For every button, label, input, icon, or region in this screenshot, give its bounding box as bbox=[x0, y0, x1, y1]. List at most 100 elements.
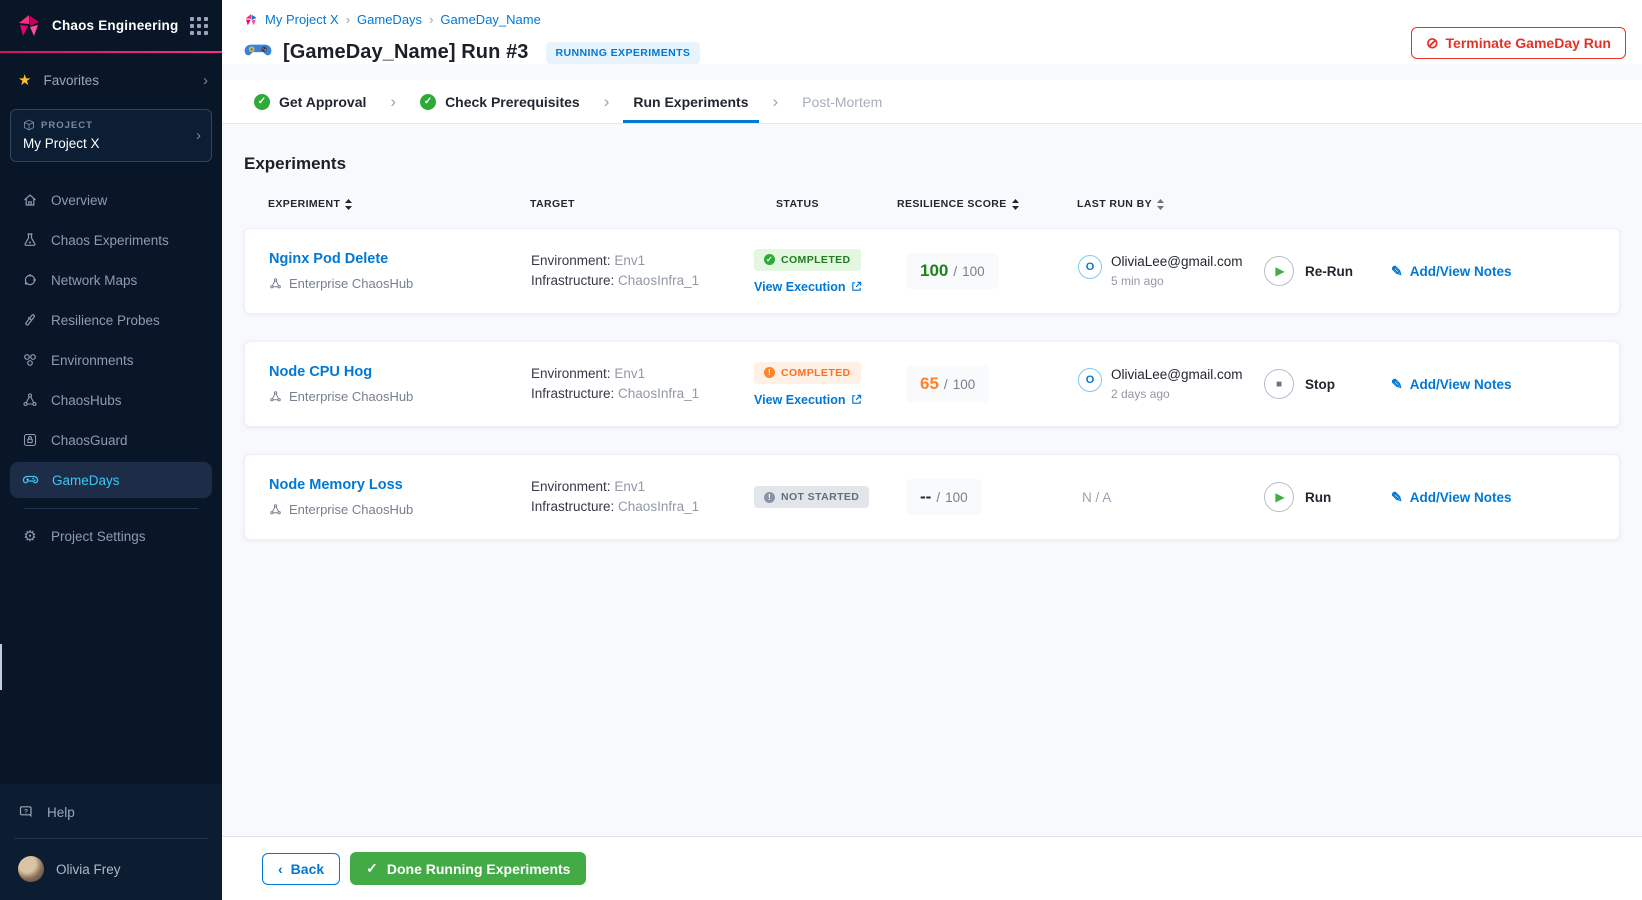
step-get-approval[interactable]: ✓ Get Approval bbox=[244, 80, 376, 123]
target-cell: Environment: Env1 Infrastructure: ChaosI… bbox=[531, 253, 700, 288]
sort-icon bbox=[345, 198, 353, 210]
divider bbox=[24, 508, 198, 509]
section-title: Experiments bbox=[244, 154, 347, 173]
module-grid-icon[interactable] bbox=[190, 17, 208, 35]
main-area: My Project X › GameDays › GameDay_Name [… bbox=[222, 0, 1642, 900]
breadcrumb-gamedays[interactable]: GameDays bbox=[357, 12, 423, 27]
step-check-prerequisites[interactable]: ✓ Check Prerequisites bbox=[410, 80, 590, 123]
target-cell: Environment: Env1 Infrastructure: ChaosI… bbox=[531, 366, 700, 401]
rerun-button[interactable]: ▶ bbox=[1264, 256, 1294, 286]
user-initial-avatar: O bbox=[1078, 368, 1102, 392]
project-name: My Project X bbox=[23, 136, 100, 151]
chevron-right-icon: › bbox=[203, 71, 208, 89]
project-selector[interactable]: PROJECT My Project X › bbox=[10, 109, 212, 162]
svg-text:?: ? bbox=[24, 809, 28, 816]
hub-icon bbox=[270, 504, 281, 515]
breadcrumb-gameday-name[interactable]: GameDay_Name bbox=[440, 12, 541, 27]
star-icon: ★ bbox=[18, 72, 32, 89]
view-execution-link[interactable]: View Execution bbox=[754, 393, 862, 407]
sort-icon bbox=[1011, 198, 1019, 210]
col-resilience-score[interactable]: RESILIENCE SCORE bbox=[897, 198, 1077, 210]
external-link-icon bbox=[852, 394, 862, 404]
table-row[interactable]: Node CPU Hog Enterprise ChaosHub Environ… bbox=[244, 341, 1620, 427]
sidebar-item-help[interactable]: ? Help bbox=[0, 794, 222, 830]
experiment-link[interactable]: Node Memory Loss bbox=[269, 477, 403, 493]
project-label-row: PROJECT bbox=[23, 119, 196, 131]
experiment-link[interactable]: Nginx Pod Delete bbox=[269, 251, 389, 267]
flask-icon bbox=[24, 233, 36, 246]
user-name: Olivia Frey bbox=[56, 861, 121, 877]
action-label: Stop bbox=[1305, 376, 1335, 392]
sidebar-item-network-maps[interactable]: Network Maps bbox=[10, 262, 212, 298]
sidebar-item-favorites[interactable]: ★ Favorites › bbox=[0, 53, 222, 95]
pencil-icon: ✎ bbox=[1391, 488, 1403, 505]
help-chat-icon: ? bbox=[19, 806, 32, 818]
sidebar-item-resilience-probes[interactable]: Resilience Probes bbox=[10, 302, 212, 338]
experiment-link[interactable]: Node CPU Hog bbox=[269, 364, 373, 380]
sidebar-item-chaosguard[interactable]: ChaosGuard bbox=[10, 422, 212, 458]
app-logo-row: Chaos Engineering bbox=[0, 0, 222, 51]
add-view-notes-link[interactable]: ✎ Add/View Notes bbox=[1391, 488, 1512, 505]
sidebar-collapse-handle[interactable]: ◀ bbox=[0, 644, 2, 690]
status-badge: ✓ COMPLETED bbox=[754, 248, 861, 271]
lock-icon bbox=[23, 433, 37, 447]
run-button[interactable]: ▶ bbox=[1264, 482, 1294, 512]
hub-icon bbox=[270, 391, 281, 402]
score-cell: -- / 100 bbox=[898, 479, 1078, 515]
score-total: 100 bbox=[952, 377, 976, 392]
run-by-email: OliviaLee@gmail.com bbox=[1111, 367, 1243, 382]
table-row[interactable]: Node Memory Loss Enterprise ChaosHub Env… bbox=[244, 454, 1620, 540]
terminate-gameday-button[interactable]: ⊘ Terminate GameDay Run bbox=[1410, 27, 1626, 59]
score-total: 100 bbox=[962, 264, 985, 279]
view-execution-link[interactable]: View Execution bbox=[754, 280, 862, 294]
action-label: Re-Run bbox=[1305, 263, 1353, 279]
col-last-run-by[interactable]: LAST RUN BY bbox=[1077, 198, 1255, 210]
project-label: PROJECT bbox=[41, 119, 93, 131]
col-experiment[interactable]: EXPERIMENT bbox=[268, 198, 530, 210]
chevron-right-icon: › bbox=[429, 12, 434, 27]
add-view-notes-link[interactable]: ✎ Add/View Notes bbox=[1391, 375, 1512, 392]
last-run-by-cell: O OliviaLee@gmail.com 2 days ago bbox=[1078, 367, 1256, 401]
exclamation-icon: ! bbox=[764, 491, 775, 503]
sidebar-item-overview[interactable]: Overview bbox=[10, 182, 212, 218]
cube-icon bbox=[24, 119, 34, 131]
score-value: 100 bbox=[920, 261, 949, 280]
table-row[interactable]: Nginx Pod Delete Enterprise ChaosHub Env… bbox=[244, 228, 1620, 314]
step-post-mortem[interactable]: Post-Mortem bbox=[802, 93, 883, 110]
step-run-experiments[interactable]: Run Experiments bbox=[623, 80, 759, 123]
sidebar-item-environments[interactable]: Environments bbox=[10, 342, 212, 378]
run-by-email: OliviaLee@gmail.com bbox=[1111, 254, 1243, 269]
environments-icon bbox=[24, 354, 36, 366]
chevron-right-icon: › bbox=[603, 91, 610, 111]
user-profile[interactable]: Olivia Frey bbox=[0, 847, 222, 886]
pencil-icon: ✎ bbox=[1391, 262, 1403, 279]
done-running-experiments-button[interactable]: ✓ Done Running Experiments bbox=[350, 852, 587, 885]
stop-button[interactable]: ■ bbox=[1264, 369, 1294, 399]
stop-icon: ■ bbox=[1275, 378, 1283, 390]
back-button[interactable]: ‹ Back bbox=[262, 852, 341, 885]
sidebar-item-chaoshubs[interactable]: ChaosHubs bbox=[10, 382, 212, 418]
probe-icon bbox=[25, 314, 35, 326]
sidebar-item-chaos-experiments[interactable]: Chaos Experiments bbox=[10, 222, 212, 258]
external-link-icon bbox=[852, 281, 862, 291]
breadcrumb-project[interactable]: My Project X bbox=[265, 12, 339, 27]
chevron-right-icon: › bbox=[772, 91, 779, 111]
run-stepper: ✓ Get Approval › ✓ Check Prerequisites ›… bbox=[222, 80, 1642, 124]
chaos-module-icon bbox=[245, 13, 257, 25]
footer-bar: ‹ Back ✓ Done Running Experiments bbox=[222, 836, 1642, 900]
gamepad-icon bbox=[22, 475, 39, 484]
score-value: 65 bbox=[920, 374, 939, 393]
title-row: [GameDay_Name] Run #3 RUNNING EXPERIMENT… bbox=[244, 41, 1626, 64]
sidebar-item-gamedays[interactable]: GameDays bbox=[10, 462, 212, 498]
sort-icon bbox=[1156, 198, 1164, 210]
network-map-icon bbox=[24, 274, 36, 286]
chevron-right-icon: › bbox=[196, 126, 201, 144]
hub-icon bbox=[23, 393, 37, 407]
page-header: My Project X › GameDays › GameDay_Name [… bbox=[222, 0, 1642, 64]
sidebar-item-project-settings[interactable]: ⚙ Project Settings bbox=[23, 528, 146, 545]
avatar bbox=[18, 856, 44, 882]
last-run-by-cell: N / A bbox=[1078, 490, 1256, 505]
hub-name: Enterprise ChaosHub bbox=[289, 389, 414, 404]
check-circle-icon: ✓ bbox=[420, 93, 437, 110]
add-view-notes-link[interactable]: ✎ Add/View Notes bbox=[1391, 262, 1512, 279]
